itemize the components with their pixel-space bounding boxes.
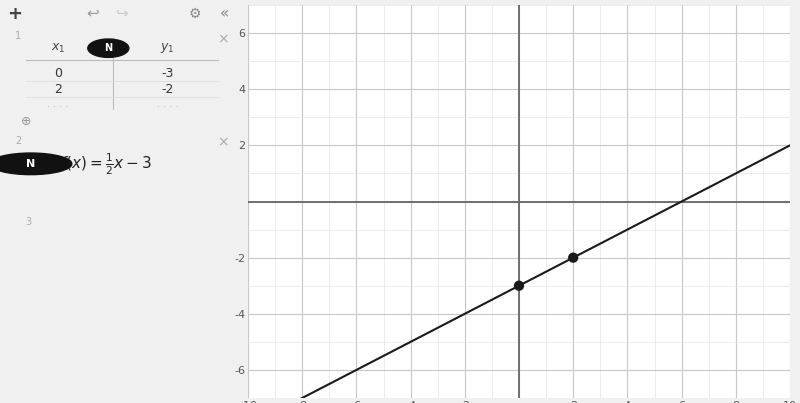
Text: ↩: ↩ (86, 6, 99, 21)
Text: 1: 1 (15, 31, 21, 41)
Point (513, 283, 526, 289)
Text: N: N (104, 43, 112, 53)
Text: ↪: ↪ (116, 6, 128, 21)
Text: ×: × (218, 33, 229, 47)
Text: 2: 2 (54, 83, 62, 96)
Text: 3: 3 (25, 217, 31, 227)
Text: · · · ·: · · · · (47, 102, 69, 112)
Text: · · · ·: · · · · (157, 102, 178, 112)
Text: -3: -3 (162, 67, 174, 80)
Text: «: « (220, 6, 229, 21)
Text: $y_1$: $y_1$ (160, 41, 175, 55)
Text: $f(x) = \frac{1}{2}x - 3$: $f(x) = \frac{1}{2}x - 3$ (61, 151, 152, 177)
Text: ×: × (218, 136, 229, 150)
Circle shape (0, 153, 72, 174)
Text: +: + (7, 5, 22, 23)
Text: ⚙: ⚙ (189, 7, 202, 21)
Text: N: N (26, 159, 35, 169)
Point (566, 254, 579, 261)
Text: 2: 2 (15, 136, 21, 145)
Circle shape (88, 39, 129, 57)
Text: 0: 0 (54, 67, 62, 80)
Text: ⊕: ⊕ (21, 115, 31, 128)
Text: $x_1$: $x_1$ (51, 42, 66, 55)
Text: -2: -2 (162, 83, 174, 96)
